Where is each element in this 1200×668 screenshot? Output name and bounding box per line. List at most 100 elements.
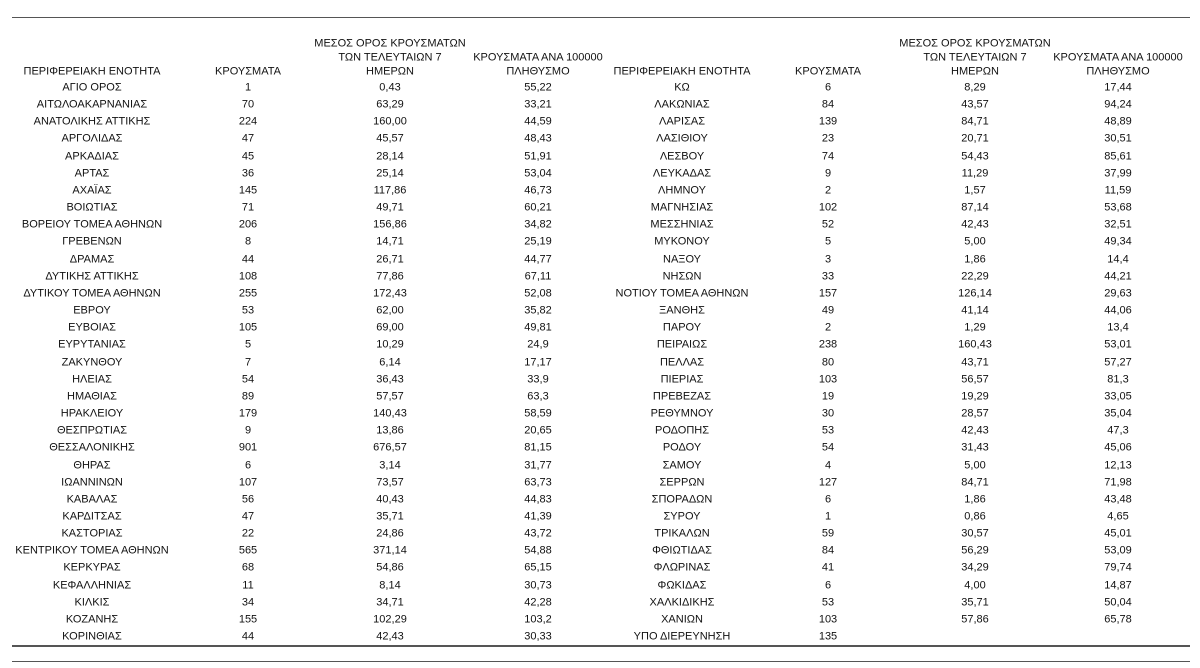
cases: 107	[238, 476, 258, 489]
cases: 3	[824, 253, 832, 266]
seven-day-average: 11,29	[961, 167, 989, 180]
cases: 255	[238, 287, 258, 300]
seven-day-average: 56,29	[961, 544, 989, 557]
cases-per-100k: 52,08	[524, 287, 552, 300]
cases: 7	[244, 356, 252, 369]
seven-day-average: 371,14	[373, 544, 407, 557]
region-name: ΤΡΙΚΑΛΩΝ	[654, 527, 710, 540]
seven-day-average: 8,14	[379, 579, 401, 592]
seven-day-average: 43,57	[961, 98, 989, 111]
cases: 108	[238, 270, 258, 283]
cases-per-100k: 35,82	[524, 304, 552, 317]
seven-day-average: 20,71	[961, 132, 989, 145]
seven-day-average: 160,00	[373, 115, 407, 128]
cases: 9	[824, 167, 832, 180]
seven-day-average: 102,29	[373, 613, 407, 626]
cases-per-100k: 17,17	[524, 356, 552, 369]
seven-day-average: 31,43	[961, 441, 989, 454]
column-header: ΠΕΡΙΦΕΡΕΙΑΚΗ ΕΝΟΤΗΤΑ	[613, 65, 751, 78]
cases: 54	[241, 373, 255, 386]
seven-day-average: 5,00	[964, 459, 986, 472]
seven-day-average: 6,14	[379, 356, 401, 369]
seven-day-average: 40,43	[376, 493, 404, 506]
seven-day-average: 35,71	[376, 510, 404, 523]
seven-day-average: 34,29	[961, 561, 989, 574]
region-name: ΞΑΝΘΗΣ	[659, 304, 705, 317]
region-name: ΚΩ	[674, 81, 690, 94]
cases: 565	[238, 544, 258, 557]
seven-day-average: 8,29	[964, 81, 986, 94]
column-header: ΗΜΕΡΩΝ	[366, 65, 414, 78]
region-name: ΗΜΑΘΙΑΣ	[67, 390, 117, 403]
cases-per-100k: 30,33	[524, 630, 552, 643]
region-name: ΒΟΙΩΤΙΑΣ	[66, 201, 118, 214]
column-header: ΚΡΟΥΣΜΑΤΑ ΑΝΑ 100000	[473, 51, 603, 64]
cases: 127	[818, 476, 838, 489]
seven-day-average: 56,57	[961, 373, 989, 386]
cases-per-100k: 53,09	[1104, 544, 1132, 557]
region-name: ΠΡΕΒΕΖΑΣ	[652, 390, 712, 403]
cases: 41	[821, 561, 835, 574]
region-name: ΡΕΘΥΜΝΟΥ	[650, 407, 714, 420]
cases: 6	[824, 493, 832, 506]
cases: 44	[241, 253, 255, 266]
region-name: ΖΑΚΥΝΘΟΥ	[61, 356, 123, 369]
cases: 103	[818, 373, 838, 386]
region-name: ΚΑΣΤΟΡΙΑΣ	[61, 527, 123, 540]
region-name: ΑΧΑΪΑΣ	[72, 184, 112, 197]
column-header: ΚΡΟΥΣΜΑΤΑ	[215, 65, 281, 78]
cases-per-100k: 43,72	[524, 527, 552, 540]
region-name: ΠΑΡΟΥ	[662, 321, 702, 334]
bottom-rule	[12, 661, 1190, 662]
cases-per-100k: 60,21	[524, 201, 552, 214]
seven-day-average: 5,00	[964, 235, 986, 248]
cases-per-100k: 12,13	[1104, 459, 1132, 472]
cases-per-100k: 13,4	[1107, 321, 1129, 334]
region-name: ΧΑΛΚΙΔΙΚΗΣ	[649, 596, 715, 609]
cases-per-100k: 30,51	[1104, 132, 1132, 145]
seven-day-average: 0,43	[379, 81, 401, 94]
region-name: ΝΟΤΙΟΥ ΤΟΜΕΑ ΑΘΗΝΩΝ	[615, 287, 749, 300]
cases-per-100k: 48,89	[1104, 115, 1132, 128]
region-name: ΔΡΑΜΑΣ	[69, 253, 115, 266]
column-header: ΚΡΟΥΣΜΑΤΑ	[795, 65, 861, 78]
column-header: ΜΕΣΟΣ ΟΡΟΣ ΚΡΟΥΣΜΑΤΩΝ	[314, 37, 466, 50]
region-name: ΕΥΡΥΤΑΝΙΑΣ	[58, 338, 126, 351]
cases-per-100k: 103,2	[524, 613, 552, 626]
cases: 80	[821, 356, 835, 369]
seven-day-average: 42,43	[376, 630, 404, 643]
seven-day-average: 28,57	[961, 407, 989, 420]
region-name: ΓΡΕΒΕΝΩΝ	[62, 235, 122, 248]
region-name: ΚΑΡΔΙΤΣΑΣ	[62, 510, 122, 523]
cases-per-100k: 17,44	[1104, 81, 1132, 94]
cases-per-100k: 79,74	[1104, 561, 1132, 574]
cases: 54	[821, 441, 835, 454]
seven-day-average: 57,86	[961, 613, 989, 626]
cases: 103	[818, 613, 838, 626]
cases-per-100k: 55,22	[524, 81, 552, 94]
cases-per-100k: 71,98	[1104, 476, 1132, 489]
seven-day-average: 676,57	[373, 441, 407, 454]
cases: 901	[238, 441, 258, 454]
region-name: ΚΕΡΚΥΡΑΣ	[63, 561, 121, 574]
region-name: ΚΕΝΤΡΙΚΟΥ ΤΟΜΕΑ ΑΘΗΝΩΝ	[15, 544, 169, 557]
region-name: ΑΡΚΑΔΙΑΣ	[65, 150, 119, 163]
column-header: ΠΕΡΙΦΕΡΕΙΑΚΗ ΕΝΟΤΗΤΑ	[23, 65, 161, 78]
cases: 22	[241, 527, 255, 540]
cases-per-100k: 44,06	[1104, 304, 1132, 317]
cases-per-100k: 65,78	[1104, 613, 1132, 626]
cases-per-100k: 49,81	[524, 321, 552, 334]
cases-per-100k: 43,48	[1104, 493, 1132, 506]
region-name: ΛΑΚΩΝΙΑΣ	[654, 98, 710, 111]
seven-day-average: 43,71	[961, 356, 989, 369]
cases-per-100k: 25,19	[524, 235, 552, 248]
seven-day-average: 14,71	[376, 235, 404, 248]
cases: 179	[238, 407, 258, 420]
cases: 84	[821, 544, 835, 557]
cases: 19	[821, 390, 835, 403]
seven-day-average: 84,71	[961, 476, 989, 489]
cases: 102	[818, 201, 838, 214]
cases: 6	[824, 579, 832, 592]
region-name: ΑΙΤΩΛΟΑΚΑΡΝΑΝΙΑΣ	[36, 98, 148, 111]
cases-per-100k: 54,88	[524, 544, 552, 557]
